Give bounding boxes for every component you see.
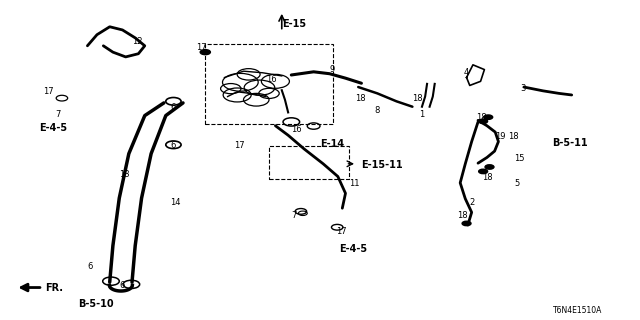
Text: 4: 4: [463, 68, 468, 77]
Text: 17: 17: [196, 43, 206, 52]
Text: 15: 15: [515, 154, 525, 163]
Text: 6: 6: [170, 141, 175, 150]
Text: B-5-10: B-5-10: [78, 299, 113, 309]
Text: 18: 18: [355, 94, 365, 103]
Text: 6: 6: [170, 103, 175, 112]
Text: 13: 13: [119, 170, 130, 179]
Text: E-4-5: E-4-5: [339, 244, 367, 254]
Circle shape: [479, 119, 488, 124]
Circle shape: [479, 169, 488, 174]
Text: 12: 12: [132, 36, 143, 45]
Text: 2: 2: [470, 198, 475, 207]
Text: 9: 9: [330, 65, 335, 74]
Text: E-14: E-14: [320, 139, 344, 149]
Text: T6N4E1510A: T6N4E1510A: [552, 306, 602, 315]
Text: B-5-11: B-5-11: [552, 138, 588, 148]
Text: 16: 16: [266, 75, 276, 84]
Text: 18: 18: [508, 132, 518, 141]
Bar: [269, 146, 349, 179]
Text: E-15-11: E-15-11: [362, 160, 403, 170]
Text: 7: 7: [56, 109, 61, 118]
Circle shape: [462, 221, 471, 226]
Text: 6: 6: [88, 262, 93, 271]
Circle shape: [484, 115, 493, 119]
Text: FR.: FR.: [45, 284, 63, 293]
Text: 7: 7: [291, 211, 297, 220]
Text: 18: 18: [457, 211, 468, 220]
Text: 3: 3: [521, 84, 526, 93]
Text: 17: 17: [43, 87, 53, 96]
Text: 11: 11: [349, 179, 359, 188]
Text: 6: 6: [119, 281, 125, 290]
Text: 19: 19: [495, 132, 506, 141]
Text: 18: 18: [483, 173, 493, 182]
Text: 1: 1: [419, 109, 424, 118]
Text: 8: 8: [374, 106, 380, 115]
Text: 18: 18: [412, 94, 423, 103]
Text: E-4-5: E-4-5: [40, 123, 68, 133]
Text: 17: 17: [234, 141, 244, 150]
Bar: [205, 44, 333, 124]
Text: 14: 14: [170, 198, 180, 207]
Circle shape: [485, 165, 494, 169]
Text: E-15: E-15: [282, 19, 306, 28]
Text: 5: 5: [515, 179, 520, 188]
Text: 18: 18: [476, 113, 487, 122]
Text: 16: 16: [291, 125, 302, 134]
Circle shape: [200, 50, 211, 55]
Text: 17: 17: [336, 227, 346, 236]
